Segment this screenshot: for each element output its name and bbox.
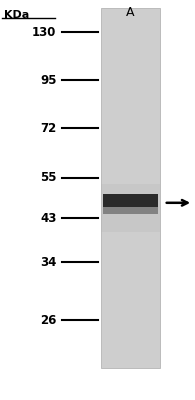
Text: 72: 72 — [40, 122, 57, 134]
Text: 26: 26 — [40, 314, 57, 326]
Text: KDa: KDa — [4, 10, 29, 20]
Text: 34: 34 — [40, 256, 57, 268]
Bar — [101, 8, 160, 368]
Text: 95: 95 — [40, 74, 57, 86]
Bar — [103, 206, 158, 214]
Bar — [103, 194, 158, 207]
Text: 43: 43 — [40, 212, 57, 224]
Text: 55: 55 — [40, 172, 57, 184]
Text: A: A — [126, 6, 135, 19]
Bar — [101, 184, 160, 232]
Text: 130: 130 — [32, 26, 57, 38]
